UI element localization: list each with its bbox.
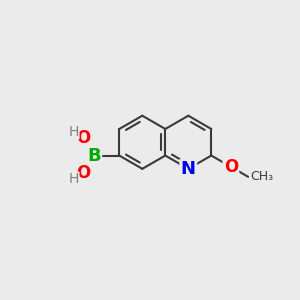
Text: B: B xyxy=(87,146,101,164)
Text: N: N xyxy=(181,160,196,178)
Text: O: O xyxy=(76,129,91,147)
Text: CH₃: CH₃ xyxy=(250,170,274,183)
Text: H: H xyxy=(69,125,79,139)
Text: H: H xyxy=(69,172,79,186)
Text: O: O xyxy=(224,158,238,176)
Text: O: O xyxy=(76,164,91,182)
